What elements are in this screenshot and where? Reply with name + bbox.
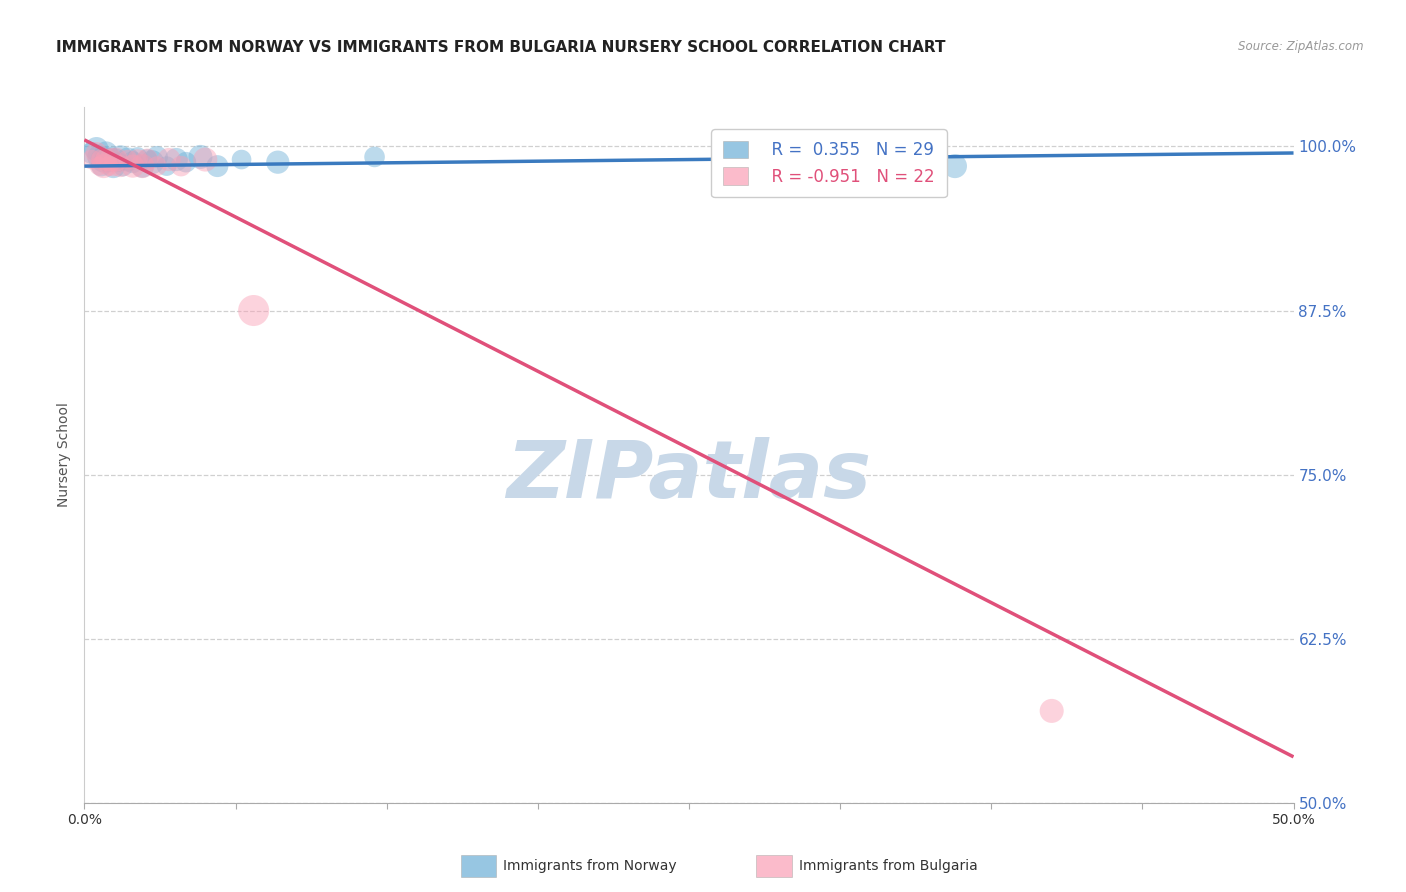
- Point: [136, 153, 159, 167]
- Point: [107, 155, 129, 169]
- Point: [112, 159, 135, 173]
- Point: [80, 146, 103, 161]
- Point: [165, 153, 187, 167]
- Point: [104, 153, 127, 167]
- Point: [943, 159, 966, 173]
- Point: [174, 155, 197, 169]
- Point: [267, 155, 290, 169]
- Point: [131, 159, 153, 173]
- Point: [170, 159, 193, 173]
- Point: [87, 159, 110, 173]
- Point: [94, 153, 117, 167]
- Point: [103, 159, 125, 173]
- Text: Source: ZipAtlas.com: Source: ZipAtlas.com: [1239, 40, 1364, 54]
- Point: [155, 159, 177, 173]
- Text: IMMIGRANTS FROM NORWAY VS IMMIGRANTS FROM BULGARIA NURSERY SCHOOL CORRELATION CH: IMMIGRANTS FROM NORWAY VS IMMIGRANTS FRO…: [56, 40, 946, 55]
- Y-axis label: Nursery School: Nursery School: [58, 402, 72, 508]
- Point: [146, 150, 169, 164]
- Text: ZIPatlas: ZIPatlas: [506, 437, 872, 515]
- Point: [97, 159, 120, 173]
- Point: [86, 146, 108, 161]
- Point: [110, 159, 132, 173]
- Point: [127, 150, 149, 164]
- Text: Immigrants from Bulgaria: Immigrants from Bulgaria: [799, 859, 977, 873]
- Point: [190, 150, 212, 164]
- Point: [93, 159, 115, 173]
- Point: [207, 159, 229, 173]
- Point: [231, 153, 253, 167]
- Point: [242, 303, 264, 318]
- Point: [87, 150, 110, 164]
- Point: [194, 153, 217, 167]
- Point: [117, 153, 139, 167]
- Point: [103, 159, 125, 173]
- Point: [104, 153, 127, 167]
- Point: [100, 150, 122, 164]
- Point: [136, 153, 159, 167]
- Point: [127, 153, 149, 167]
- Point: [146, 159, 169, 173]
- Point: [141, 155, 163, 169]
- Point: [80, 153, 103, 167]
- Point: [157, 153, 180, 167]
- Point: [363, 150, 385, 164]
- Point: [90, 159, 112, 173]
- Point: [94, 146, 117, 161]
- Point: [121, 155, 143, 169]
- Point: [121, 159, 143, 173]
- Point: [90, 153, 112, 167]
- Point: [93, 153, 115, 167]
- Point: [131, 159, 153, 173]
- Point: [86, 142, 108, 156]
- Point: [110, 150, 132, 164]
- Point: [117, 153, 139, 167]
- Text: Immigrants from Norway: Immigrants from Norway: [503, 859, 676, 873]
- Point: [1040, 704, 1063, 718]
- Legend:   R =  0.355   N = 29,   R = -0.951   N = 22: R = 0.355 N = 29, R = -0.951 N = 22: [711, 129, 946, 197]
- Point: [100, 153, 122, 167]
- Point: [97, 155, 120, 169]
